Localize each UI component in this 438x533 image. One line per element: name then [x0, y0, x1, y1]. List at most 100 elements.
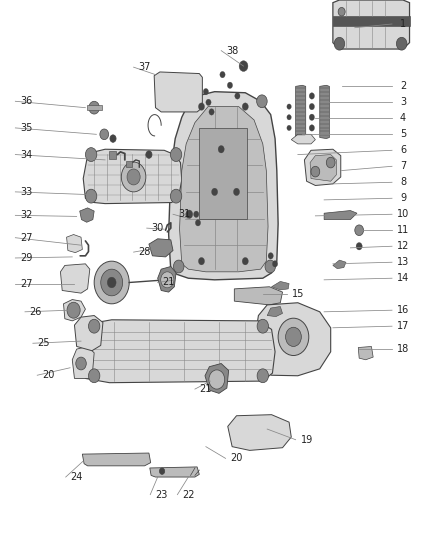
- Circle shape: [107, 277, 116, 288]
- Text: 6: 6: [400, 146, 406, 155]
- Circle shape: [272, 261, 278, 267]
- Text: 24: 24: [71, 472, 83, 482]
- Polygon shape: [234, 287, 283, 305]
- Text: 33: 33: [20, 187, 32, 197]
- Text: 30: 30: [152, 223, 164, 233]
- Circle shape: [198, 103, 205, 110]
- Circle shape: [206, 99, 211, 106]
- Circle shape: [265, 260, 276, 273]
- Polygon shape: [267, 306, 283, 317]
- Text: 28: 28: [138, 247, 151, 257]
- Polygon shape: [64, 300, 85, 321]
- Circle shape: [127, 169, 140, 185]
- Text: 7: 7: [400, 161, 406, 171]
- Text: 16: 16: [397, 305, 409, 315]
- Polygon shape: [83, 149, 182, 204]
- Polygon shape: [358, 346, 373, 360]
- Polygon shape: [304, 149, 341, 185]
- FancyBboxPatch shape: [333, 16, 410, 26]
- Circle shape: [287, 104, 291, 109]
- Text: 27: 27: [20, 279, 32, 288]
- Text: 21: 21: [200, 384, 212, 394]
- Circle shape: [239, 61, 248, 71]
- Circle shape: [198, 257, 205, 265]
- Circle shape: [257, 319, 268, 333]
- Text: 34: 34: [20, 150, 32, 159]
- Polygon shape: [296, 85, 306, 139]
- Circle shape: [268, 253, 273, 259]
- Text: 21: 21: [162, 278, 175, 287]
- Circle shape: [159, 468, 165, 474]
- Text: 13: 13: [397, 257, 409, 267]
- Circle shape: [195, 220, 201, 226]
- Circle shape: [396, 37, 407, 50]
- Circle shape: [309, 93, 314, 99]
- Circle shape: [209, 109, 214, 115]
- Circle shape: [186, 210, 193, 219]
- Circle shape: [235, 93, 240, 99]
- Circle shape: [309, 125, 314, 131]
- Text: 12: 12: [397, 241, 409, 251]
- Text: 27: 27: [20, 233, 32, 243]
- Circle shape: [212, 188, 218, 196]
- Circle shape: [326, 157, 335, 168]
- Polygon shape: [67, 235, 82, 253]
- Circle shape: [227, 82, 233, 88]
- Polygon shape: [205, 364, 229, 393]
- Polygon shape: [324, 211, 357, 220]
- FancyBboxPatch shape: [109, 151, 116, 159]
- Text: 1: 1: [400, 19, 406, 29]
- Text: 26: 26: [30, 307, 42, 317]
- Text: 20: 20: [230, 454, 243, 463]
- Circle shape: [94, 261, 129, 304]
- Polygon shape: [158, 266, 176, 292]
- Circle shape: [89, 101, 99, 114]
- Circle shape: [257, 369, 268, 383]
- Text: 17: 17: [397, 321, 409, 331]
- Text: 35: 35: [20, 123, 32, 133]
- Polygon shape: [272, 281, 289, 290]
- Polygon shape: [154, 72, 202, 112]
- Circle shape: [242, 103, 248, 110]
- Circle shape: [278, 318, 309, 356]
- Text: 25: 25: [38, 338, 50, 348]
- Text: 19: 19: [300, 435, 313, 445]
- Text: 32: 32: [20, 211, 32, 220]
- Polygon shape: [228, 415, 291, 450]
- Circle shape: [355, 225, 364, 236]
- Circle shape: [356, 243, 362, 250]
- Polygon shape: [333, 260, 346, 269]
- Circle shape: [309, 103, 314, 110]
- Text: 3: 3: [400, 98, 406, 107]
- Circle shape: [121, 162, 146, 192]
- Circle shape: [209, 370, 225, 389]
- Circle shape: [182, 95, 193, 108]
- Polygon shape: [74, 316, 103, 351]
- Polygon shape: [310, 155, 336, 181]
- Circle shape: [173, 260, 184, 273]
- Text: 22: 22: [182, 490, 194, 499]
- Polygon shape: [150, 467, 199, 477]
- Circle shape: [233, 188, 240, 196]
- Text: 4: 4: [400, 114, 406, 123]
- FancyBboxPatch shape: [87, 105, 102, 110]
- Circle shape: [218, 146, 224, 153]
- Text: 37: 37: [138, 62, 151, 72]
- Circle shape: [67, 302, 80, 318]
- Text: 8: 8: [400, 177, 406, 187]
- Polygon shape: [254, 303, 331, 376]
- Polygon shape: [60, 264, 90, 293]
- Circle shape: [338, 7, 345, 16]
- Text: 36: 36: [20, 96, 32, 106]
- Circle shape: [170, 148, 182, 161]
- Circle shape: [101, 269, 123, 296]
- Circle shape: [203, 88, 208, 95]
- Text: 14: 14: [397, 273, 409, 283]
- Polygon shape: [72, 346, 94, 378]
- Polygon shape: [169, 92, 278, 280]
- Text: 11: 11: [397, 225, 409, 235]
- Circle shape: [85, 148, 97, 161]
- Text: 9: 9: [400, 193, 406, 203]
- Circle shape: [220, 71, 225, 78]
- Text: 15: 15: [292, 289, 304, 299]
